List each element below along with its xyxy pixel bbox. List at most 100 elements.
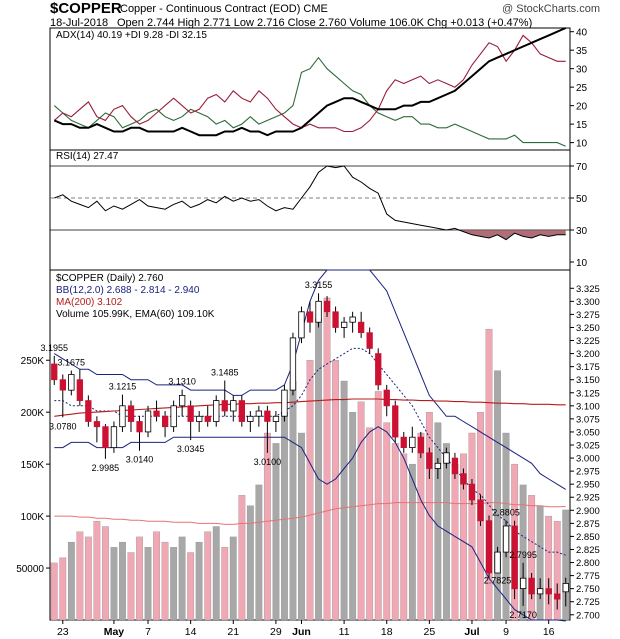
volume-bar: [366, 427, 374, 621]
price-legend: $COPPER (Daily) 2.760: [56, 273, 164, 284]
volume-bar: [110, 547, 118, 621]
rsi-y-tick-label: 50: [576, 194, 588, 205]
price-annotation: 3.0140: [126, 455, 154, 465]
price-annotation: 3.0345: [177, 444, 205, 454]
candle-body: [426, 452, 433, 469]
volume-bar: [255, 484, 263, 621]
candle-body: [144, 410, 152, 433]
volume-bar: [562, 509, 570, 621]
volume-bar: [136, 536, 143, 621]
candle-body: [383, 389, 390, 407]
candle-body: [562, 583, 569, 593]
price-y-tick-label: 3.225: [576, 336, 600, 347]
volume-bar: [519, 484, 527, 621]
candle-body: [375, 353, 382, 386]
volume-bar: [127, 552, 135, 621]
price-annotation: 2.7995: [509, 550, 537, 560]
candle-body: [153, 410, 160, 417]
volume-bar: [212, 526, 220, 621]
volume-bar: [93, 521, 101, 621]
price-annotation: 3.1485: [211, 367, 239, 377]
volume-bar: [119, 541, 126, 621]
volume-bar: [315, 318, 322, 621]
volume-bar: [332, 360, 339, 621]
candle-body: [434, 462, 442, 469]
price-y-tick-label: 3.100: [576, 401, 600, 412]
price-y-tick-label: 3.000: [576, 454, 600, 465]
adx-y-tick-label: 25: [576, 83, 588, 94]
symbol-description: Copper - Continuous Contract (EOD): [120, 3, 301, 15]
volume-bar: [67, 541, 75, 621]
volume-bar: [417, 432, 425, 621]
price-annotation: 2.7825: [484, 576, 512, 586]
price-y-tick-label: 2.775: [576, 571, 600, 582]
candle-body: [400, 436, 407, 449]
price-y-tick-label: 2.800: [576, 558, 600, 569]
candle-body: [323, 300, 331, 313]
price-y-tick-label: 2.850: [576, 532, 600, 543]
price-y-tick-label: 2.875: [576, 519, 600, 530]
bb-upper-line: [54, 269, 566, 490]
volume-bar: [102, 526, 109, 621]
candle-body: [170, 405, 177, 428]
candle-body: [332, 311, 339, 328]
x-tick-label: 29: [270, 626, 282, 638]
candle-body: [502, 525, 510, 553]
candle-body: [51, 363, 58, 381]
price-y-tick-label: 3.125: [576, 388, 600, 399]
candle-body: [451, 457, 459, 475]
rsi-panel-frame: [49, 149, 571, 271]
x-tick-label: 18: [381, 626, 393, 638]
rsi-oversold-fill: [54, 230, 566, 240]
volume-bar: [84, 536, 92, 621]
price-y-tick-label: 3.200: [576, 349, 600, 360]
ma200-legend: MA(200) 3.102: [56, 297, 123, 308]
x-tick-label: 11: [339, 626, 350, 638]
price-annotation: 3.1310: [168, 377, 196, 387]
candle-body: [494, 551, 501, 574]
volume-bar: [391, 443, 399, 621]
candle-body: [76, 379, 83, 402]
candle-body: [161, 415, 169, 428]
price-annotation: 3.0780: [49, 421, 77, 431]
candle-body: [443, 452, 450, 464]
price-y-tick-label: 3.075: [576, 414, 600, 425]
candle-body: [340, 321, 348, 328]
volume-y-tick-label: 200K: [21, 408, 45, 419]
candle-body: [298, 311, 305, 339]
price-y-tick-label: 2.700: [576, 610, 600, 621]
volume-legend: Volume 105.99K, EMA(60) 109.10K: [56, 309, 215, 320]
volume-bar: [536, 505, 544, 621]
price-annotation: 2.9985: [92, 463, 120, 473]
price-y-tick-label: 2.975: [576, 467, 600, 478]
candle-body: [255, 410, 263, 417]
volume-bar: [400, 453, 408, 621]
candle-body: [409, 436, 416, 449]
price-y-tick-label: 3.250: [576, 323, 600, 334]
volume-bar: [161, 541, 169, 621]
adx-y-tick-label: 40: [576, 28, 588, 39]
candle-body: [85, 400, 92, 422]
price-y-tick-label: 2.925: [576, 493, 600, 504]
volume-bar: [451, 463, 459, 621]
candle-body: [289, 337, 297, 391]
candle-body: [349, 316, 356, 323]
candle-body: [281, 389, 288, 417]
bb-legend: BB(12,2.0) 2.688 - 2.814 - 2.940: [56, 285, 200, 296]
volume-bar: [272, 443, 280, 621]
candle-body: [477, 499, 484, 522]
volume-bar: [323, 297, 331, 621]
price-annotation: 3.1675: [58, 358, 86, 368]
price-annotation: 3.0100: [254, 457, 282, 467]
volume-bar: [170, 547, 178, 621]
rsi-y-tick-label: 70: [576, 162, 588, 173]
rsi-y-tick-label: 30: [576, 226, 588, 237]
price-y-tick-label: 3.025: [576, 441, 600, 452]
candle-body: [272, 415, 280, 422]
price-annotation: 3.3155: [305, 280, 333, 290]
candle-body: [238, 400, 246, 422]
rsi-line: [54, 165, 566, 241]
volume-bar: [468, 432, 476, 621]
candle-body: [230, 400, 237, 412]
volume-bar: [144, 547, 152, 621]
